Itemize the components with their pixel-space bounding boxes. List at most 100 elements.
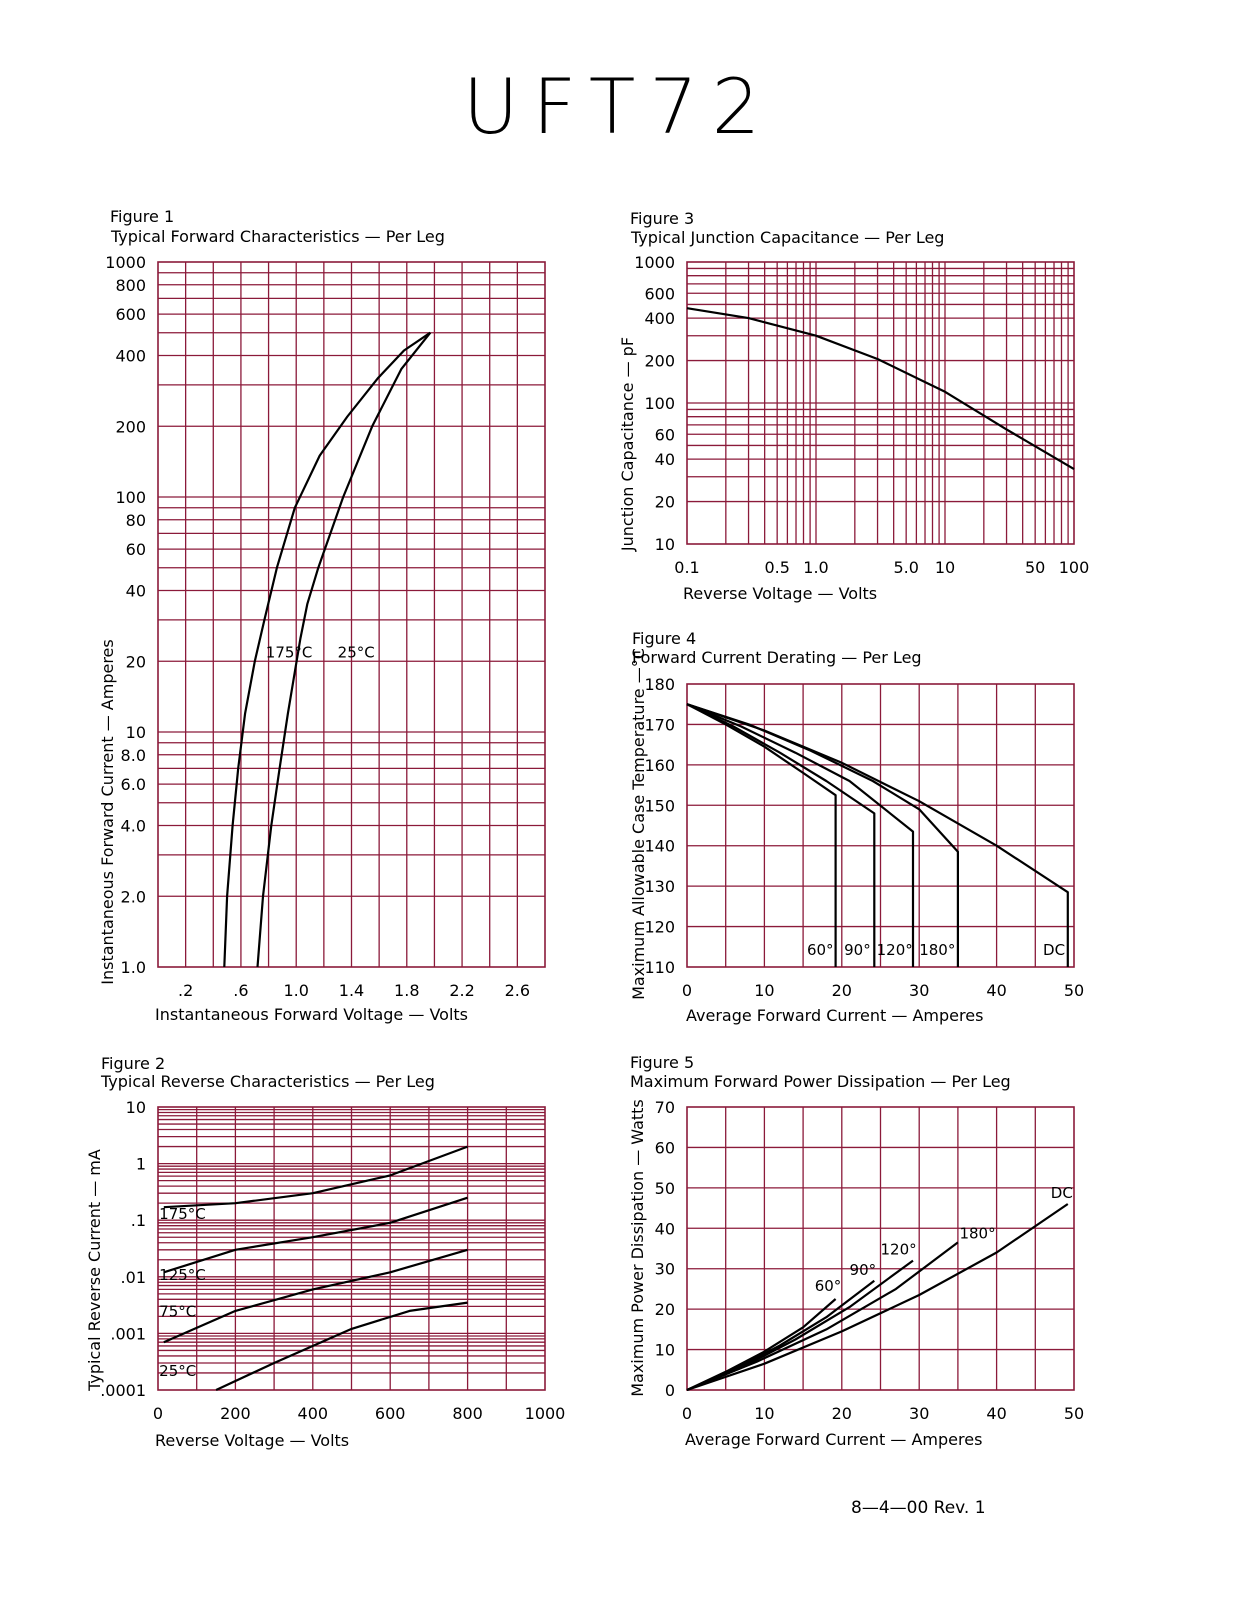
x-axis-label: Instantaneous Forward Voltage — Volts bbox=[155, 1005, 468, 1024]
y-tick-label: 50 bbox=[655, 1179, 675, 1198]
series-line bbox=[686, 1279, 875, 1392]
y-tick-label: 200 bbox=[115, 417, 146, 436]
x-tick-label: 1.0 bbox=[803, 558, 828, 577]
y-tick-label: 400 bbox=[115, 347, 146, 366]
y-tick-label: 170 bbox=[644, 715, 675, 734]
y-tick-label: 600 bbox=[644, 284, 675, 303]
series-line bbox=[686, 703, 1069, 967]
y-tick-label: 40 bbox=[655, 450, 675, 469]
plot-frame bbox=[157, 261, 546, 968]
curve-annotation: 90° bbox=[850, 1261, 877, 1279]
y-tick-label: .0001 bbox=[100, 1381, 146, 1400]
y-tick-label: 100 bbox=[644, 394, 675, 413]
chart-title: Typical Reverse Characteristics — Per Le… bbox=[100, 1072, 435, 1091]
figure-4: 0 10 20 30 40 50 110 120 130 140 150 160 170 180 60° 90… bbox=[629, 629, 1084, 1025]
y-tick-label: 40 bbox=[126, 582, 146, 601]
figure-2: 0 200 400 600 800 1000 .0001 .001 .01 .1 1 10 175°C 1… bbox=[85, 1054, 565, 1450]
plot-frame bbox=[686, 1106, 1075, 1391]
y-tick-label: 60 bbox=[126, 540, 146, 559]
y-tick-label: 70 bbox=[655, 1098, 675, 1117]
y-tick-label: 10 bbox=[126, 1098, 146, 1117]
y-tick-label: 1000 bbox=[105, 253, 146, 272]
y-tick-label: 20 bbox=[126, 652, 146, 671]
y-tick-label: .001 bbox=[110, 1324, 146, 1343]
curve-annotation: 60° bbox=[807, 941, 834, 959]
x-tick-label: 400 bbox=[298, 1404, 329, 1423]
curve-annotation: 180° bbox=[959, 1224, 995, 1242]
chart-title: Forward Current Derating — Per Leg bbox=[632, 648, 922, 667]
y-tick-label: 8.0 bbox=[121, 746, 146, 765]
y-tick-label: 80 bbox=[126, 511, 146, 530]
series-line bbox=[686, 307, 1075, 471]
curve-annotation: 25°C bbox=[338, 643, 375, 661]
x-tick-label: 1000 bbox=[525, 1404, 566, 1423]
y-tick-label: .01 bbox=[121, 1268, 146, 1287]
series-line bbox=[686, 703, 837, 967]
series-line bbox=[686, 1241, 959, 1392]
x-tick-label: 800 bbox=[452, 1404, 483, 1423]
figure-3: 0.1 0.5 1.0 5.0 10 50 100 10 20 40 60 100 200 400 600 1… bbox=[618, 209, 1089, 603]
y-tick-label: 120 bbox=[644, 918, 675, 937]
y-tick-label: 30 bbox=[655, 1260, 675, 1279]
x-tick-label: 0 bbox=[153, 1404, 163, 1423]
figure-5: 0 10 20 30 40 50 0 10 20 30 40 50 60 70 60° 90°120° 180°… bbox=[628, 1053, 1084, 1449]
figure-label: Figure 5 bbox=[630, 1053, 694, 1072]
x-axis-label: Reverse Voltage — Volts bbox=[683, 584, 877, 603]
series-line bbox=[686, 703, 915, 967]
x-tick-label: 10 bbox=[754, 981, 774, 1000]
x-axis-label: Reverse Voltage — Volts bbox=[155, 1431, 349, 1450]
y-tick-label: 2.0 bbox=[121, 887, 146, 906]
curve-annotation: DC bbox=[1043, 941, 1065, 959]
y-tick-label: 130 bbox=[644, 877, 675, 896]
x-tick-label: 1.8 bbox=[394, 981, 419, 1000]
chart-title: Typical Junction Capacitance — Per Leg bbox=[630, 228, 944, 247]
y-tick-label: 20 bbox=[655, 1300, 675, 1319]
curve-annotation: 125°C bbox=[159, 1266, 206, 1284]
y-tick-label: 40 bbox=[655, 1219, 675, 1238]
x-tick-label: 5.0 bbox=[893, 558, 918, 577]
curve-annotation: 180° bbox=[919, 941, 955, 959]
x-tick-label: 40 bbox=[986, 981, 1006, 1000]
curve-annotation: 120° bbox=[881, 1241, 917, 1259]
series-line bbox=[163, 1145, 468, 1209]
y-tick-label: 600 bbox=[115, 305, 146, 324]
x-tick-label: 20 bbox=[832, 981, 852, 1000]
chart-title: Maximum Forward Power Dissipation — Per … bbox=[630, 1072, 1011, 1091]
y-tick-label: 1000 bbox=[634, 253, 675, 272]
x-tick-label: 30 bbox=[909, 1404, 929, 1423]
series-line bbox=[686, 1259, 914, 1392]
y-tick-label: 60 bbox=[655, 425, 675, 444]
plot-frame bbox=[686, 261, 1075, 545]
y-tick-label: 6.0 bbox=[121, 775, 146, 794]
chart-title: Typical Forward Characteristics — Per Le… bbox=[110, 227, 445, 246]
series-line bbox=[215, 1301, 468, 1391]
curve-annotation: 175°C bbox=[159, 1205, 206, 1223]
y-tick-label: 100 bbox=[115, 488, 146, 507]
x-tick-label: 100 bbox=[1059, 558, 1090, 577]
page-title: UFT72 bbox=[462, 62, 775, 151]
series-line bbox=[686, 703, 959, 967]
y-tick-label: 400 bbox=[644, 309, 675, 328]
y-axis-label: Maximum Power Dissipation — Watts bbox=[628, 1099, 647, 1397]
figure-label: Figure 3 bbox=[630, 209, 694, 228]
x-tick-label: 1.4 bbox=[339, 981, 364, 1000]
x-tick-label: 20 bbox=[832, 1404, 852, 1423]
y-tick-label: 160 bbox=[644, 756, 675, 775]
y-tick-label: 150 bbox=[644, 796, 675, 815]
y-tick-label: 20 bbox=[655, 493, 675, 512]
x-tick-label: 2.6 bbox=[505, 981, 530, 1000]
x-tick-label: 50 bbox=[1064, 1404, 1084, 1423]
y-axis-label: Typical Reverse Current — mA bbox=[85, 1149, 104, 1392]
curve-annotation: 75°C bbox=[159, 1302, 196, 1320]
series-line bbox=[686, 1203, 1069, 1392]
x-axis-label: Average Forward Current — Amperes bbox=[686, 1006, 983, 1025]
x-tick-label: 50 bbox=[1025, 558, 1045, 577]
y-tick-label: 1.0 bbox=[121, 958, 146, 977]
y-tick-label: 0 bbox=[665, 1381, 675, 1400]
y-tick-label: 1 bbox=[136, 1155, 146, 1174]
y-axis-label: Junction Capacitance — pF bbox=[618, 337, 637, 552]
curve-annotation: 60° bbox=[815, 1277, 842, 1295]
y-tick-label: 200 bbox=[644, 352, 675, 371]
y-tick-label: 10 bbox=[655, 535, 675, 554]
figure-label: Figure 2 bbox=[101, 1054, 165, 1073]
